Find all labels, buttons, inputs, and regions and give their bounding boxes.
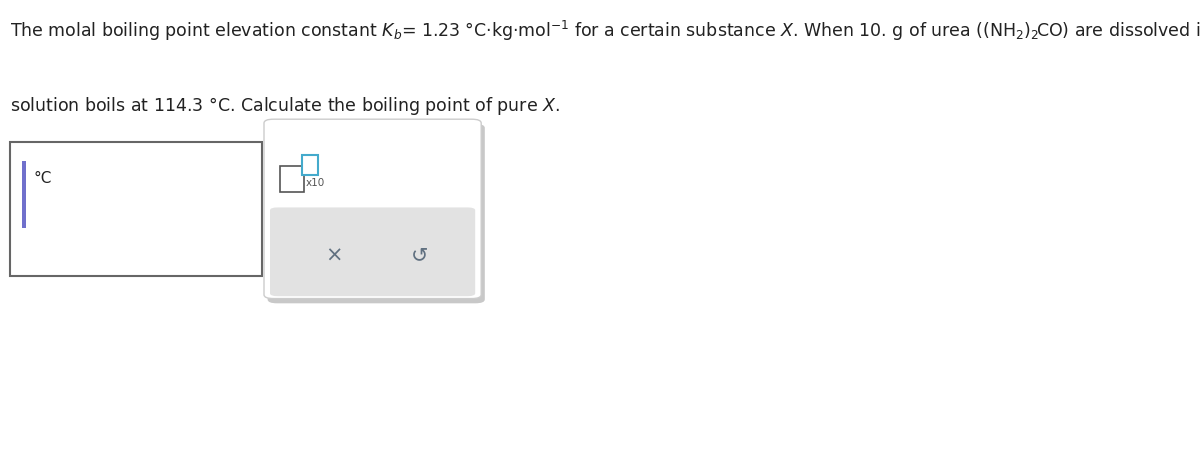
Text: ↺: ↺ (412, 245, 428, 265)
Bar (302, 156, 318, 175)
FancyBboxPatch shape (264, 120, 481, 299)
Text: Round your answer to 4 significant digits.: Round your answer to 4 significant digit… (10, 176, 372, 194)
Text: x10: x10 (306, 178, 325, 187)
Bar (280, 167, 304, 193)
Text: °C: °C (34, 171, 52, 186)
Text: solution boils at 114.3 °C. Calculate the boiling point of pure $X$.: solution boils at 114.3 °C. Calculate th… (10, 95, 559, 117)
Bar (10, 143, 262, 276)
FancyBboxPatch shape (270, 208, 475, 297)
Text: The molal boiling point elevation constant $K_b$= 1.23 °C·kg·mol$^{-1}$ for a ce: The molal boiling point elevation consta… (10, 19, 1200, 43)
Text: ×: × (325, 245, 342, 265)
Bar (22, 162, 26, 228)
FancyBboxPatch shape (268, 125, 485, 304)
